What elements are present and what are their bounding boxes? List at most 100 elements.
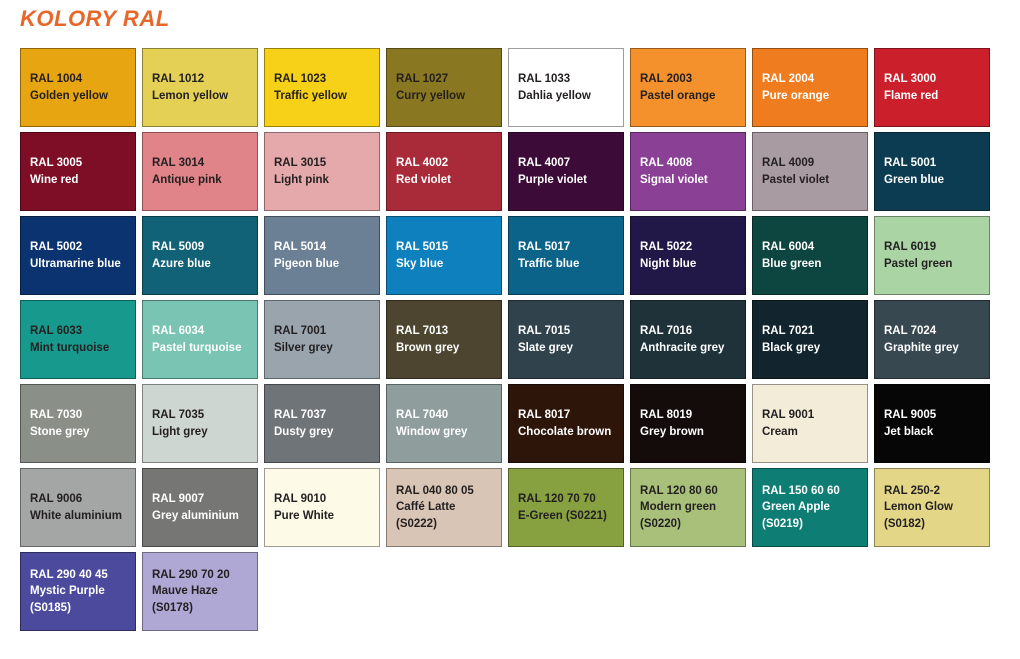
color-swatch[interactable]: RAL 6019 Pastel green bbox=[874, 216, 990, 295]
color-swatch[interactable]: RAL 7040 Window grey bbox=[386, 384, 502, 463]
color-swatch[interactable]: RAL 8017 Chocolate brown bbox=[508, 384, 624, 463]
swatch-name: Mint turquoise bbox=[30, 341, 110, 354]
swatch-name: E-Green (S0221) bbox=[518, 509, 607, 522]
swatch-name: Brown grey bbox=[396, 341, 460, 354]
swatch-name: Green blue bbox=[884, 173, 945, 186]
color-swatch[interactable]: RAL 9005 Jet black bbox=[874, 384, 990, 463]
color-swatch[interactable]: RAL 5001 Green blue bbox=[874, 132, 990, 211]
swatch-name: Wine red bbox=[30, 173, 79, 186]
swatch-code: RAL 2003 bbox=[640, 73, 693, 85]
swatch-name: Jet black bbox=[884, 425, 934, 438]
color-swatch[interactable]: RAL 7035 Light grey bbox=[142, 384, 258, 463]
swatch-code: RAL 9001 bbox=[762, 409, 815, 421]
swatch-name: Curry yellow bbox=[396, 89, 466, 102]
swatch-name: Pure White bbox=[274, 509, 335, 522]
swatch-code: RAL 5017 bbox=[518, 241, 571, 253]
swatch-name: Green Apple (S0219) bbox=[762, 501, 830, 530]
swatch-code: RAL 4007 bbox=[518, 157, 571, 169]
swatch-code: RAL 9007 bbox=[152, 493, 205, 505]
color-swatch[interactable]: RAL 7037 Dusty grey bbox=[264, 384, 380, 463]
color-swatch[interactable]: RAL 6004 Blue green bbox=[752, 216, 868, 295]
color-swatch[interactable]: RAL 7016 Anthracite grey bbox=[630, 300, 746, 379]
swatch-code: RAL 1012 bbox=[152, 73, 205, 85]
swatch-name: Mauve Haze (S0178) bbox=[152, 585, 218, 614]
swatch-name: Pastel orange bbox=[640, 89, 716, 102]
color-swatch[interactable]: RAL 4008 Signal violet bbox=[630, 132, 746, 211]
swatch-code: RAL 3015 bbox=[274, 157, 327, 169]
swatch-row: RAL 7030 Stone grey RAL 7035 Light grey RAL … bbox=[20, 384, 1000, 463]
color-swatch[interactable]: RAL 6033 Mint turquoise bbox=[20, 300, 136, 379]
color-swatch[interactable]: RAL 1012 Lemon yellow bbox=[142, 48, 258, 127]
swatch-code: RAL 6004 bbox=[762, 241, 815, 253]
swatch-code: RAL 5009 bbox=[152, 241, 205, 253]
color-swatch[interactable]: RAL 7024 Graphite grey bbox=[874, 300, 990, 379]
swatch-code: RAL 120 70 70 bbox=[518, 493, 596, 505]
swatch-code: RAL 7015 bbox=[518, 325, 571, 337]
color-swatch[interactable]: RAL 290 40 45 Mystic Purple (S0185) bbox=[20, 552, 136, 631]
color-swatch[interactable]: RAL 5017 Traffic blue bbox=[508, 216, 624, 295]
swatch-code: RAL 7021 bbox=[762, 325, 815, 337]
swatch-code: RAL 150 60 60 bbox=[762, 484, 840, 497]
swatch-code: RAL 1033 bbox=[518, 73, 571, 85]
swatch-name: Azure blue bbox=[152, 257, 211, 270]
color-swatch[interactable]: RAL 120 70 70 E-Green (S0221) bbox=[508, 468, 624, 547]
swatch-name: Light pink bbox=[274, 173, 329, 186]
color-swatch[interactable]: RAL 4007 Purple violet bbox=[508, 132, 624, 211]
color-swatch[interactable]: RAL 120 80 60 Modern green (S0220) bbox=[630, 468, 746, 547]
color-swatch[interactable]: RAL 250-2 Lemon Glow (S0182) bbox=[874, 468, 990, 547]
color-swatch[interactable]: RAL 1027 Curry yellow bbox=[386, 48, 502, 127]
color-swatch[interactable]: RAL 7013 Brown grey bbox=[386, 300, 502, 379]
color-swatch[interactable]: RAL 2003 Pastel orange bbox=[630, 48, 746, 127]
swatch-code: RAL 4008 bbox=[640, 157, 693, 169]
swatch-name: Signal violet bbox=[640, 173, 708, 186]
swatch-code: RAL 8017 bbox=[518, 409, 571, 421]
color-swatch[interactable]: RAL 9001 Cream bbox=[752, 384, 868, 463]
color-swatch[interactable]: RAL 7015 Slate grey bbox=[508, 300, 624, 379]
color-swatch[interactable]: RAL 3000 Flame red bbox=[874, 48, 990, 127]
swatch-name: Pure orange bbox=[762, 89, 830, 102]
color-swatch[interactable]: RAL 5002 Ultramarine blue bbox=[20, 216, 136, 295]
color-swatch[interactable]: RAL 9007 Grey aluminium bbox=[142, 468, 258, 547]
swatch-name: Antique pink bbox=[152, 173, 222, 186]
color-swatch[interactable]: RAL 9010 Pure White bbox=[264, 468, 380, 547]
color-swatch[interactable]: RAL 5009 Azure blue bbox=[142, 216, 258, 295]
color-swatch[interactable]: RAL 040 80 05 Caffé Latte (S0222) bbox=[386, 468, 502, 547]
swatch-code: RAL 7037 bbox=[274, 409, 327, 421]
swatch-code: RAL 5002 bbox=[30, 241, 83, 253]
color-swatch[interactable]: RAL 6034 Pastel turquoise bbox=[142, 300, 258, 379]
swatch-grid: RAL 1004 Golden yellow RAL 1012 Lemon yello… bbox=[20, 48, 1000, 631]
swatch-name: Night blue bbox=[640, 257, 697, 270]
swatch-row: RAL 3005 Wine red RAL 3014 Antique pink RAL … bbox=[20, 132, 1000, 211]
swatch-row: RAL 290 40 45 Mystic Purple (S0185) RAL 29… bbox=[20, 552, 1000, 631]
color-swatch[interactable]: RAL 1004 Golden yellow bbox=[20, 48, 136, 127]
color-swatch[interactable]: RAL 2004 Pure orange bbox=[752, 48, 868, 127]
color-swatch[interactable]: RAL 290 70 20 Mauve Haze (S0178) bbox=[142, 552, 258, 631]
color-swatch[interactable]: RAL 3005 Wine red bbox=[20, 132, 136, 211]
swatch-code: RAL 3000 bbox=[884, 73, 937, 85]
color-swatch[interactable]: RAL 4009 Pastel violet bbox=[752, 132, 868, 211]
color-swatch[interactable]: RAL 5015 Sky blue bbox=[386, 216, 502, 295]
color-swatch[interactable]: RAL 3015 Light pink bbox=[264, 132, 380, 211]
swatch-name: Sky blue bbox=[396, 257, 444, 270]
color-swatch[interactable]: RAL 1033 Dahlia yellow bbox=[508, 48, 624, 127]
swatch-name: Pastel green bbox=[884, 257, 953, 270]
color-swatch[interactable]: RAL 5022 Night blue bbox=[630, 216, 746, 295]
color-swatch[interactable]: RAL 4002 Red violet bbox=[386, 132, 502, 211]
color-swatch[interactable]: RAL 1023 Traffic yellow bbox=[264, 48, 380, 127]
color-swatch[interactable]: RAL 150 60 60 Green Apple (S0219) bbox=[752, 468, 868, 547]
swatch-code: RAL 7001 bbox=[274, 325, 327, 337]
color-swatch[interactable]: RAL 9006 White aluminium bbox=[20, 468, 136, 547]
swatch-code: RAL 6019 bbox=[884, 241, 937, 253]
swatch-code: RAL 8019 bbox=[640, 409, 693, 421]
swatch-code: RAL 5015 bbox=[396, 241, 449, 253]
color-swatch[interactable]: RAL 7030 Stone grey bbox=[20, 384, 136, 463]
color-swatch[interactable]: RAL 5014 Pigeon blue bbox=[264, 216, 380, 295]
color-swatch[interactable]: RAL 3014 Antique pink bbox=[142, 132, 258, 211]
color-swatch[interactable]: RAL 7001 Silver grey bbox=[264, 300, 380, 379]
color-swatch[interactable]: RAL 8019 Grey brown bbox=[630, 384, 746, 463]
color-swatch[interactable]: RAL 7021 Black grey bbox=[752, 300, 868, 379]
swatch-name: Stone grey bbox=[30, 425, 90, 438]
swatch-code: RAL 7035 bbox=[152, 409, 205, 421]
swatch-code: RAL 120 80 60 bbox=[640, 484, 718, 497]
swatch-code: RAL 1023 bbox=[274, 73, 327, 85]
